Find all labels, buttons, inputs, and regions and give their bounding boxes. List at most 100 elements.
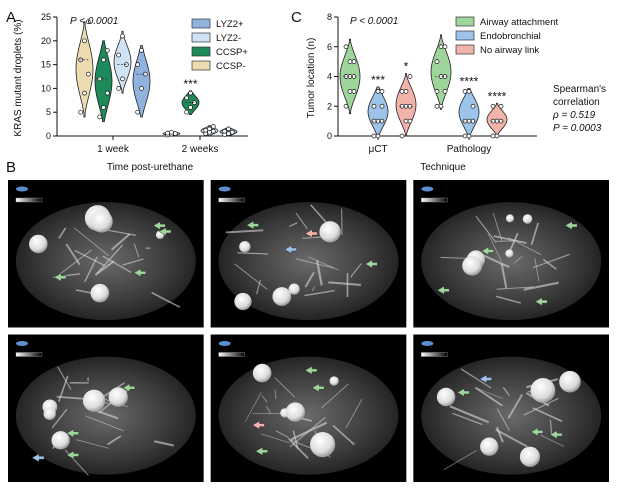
violin-endobronchial bbox=[459, 88, 479, 136]
data-point bbox=[376, 134, 380, 138]
data-point bbox=[166, 131, 170, 135]
legend-label: Airway attachment bbox=[480, 17, 559, 28]
data-point bbox=[439, 104, 443, 108]
data-point bbox=[102, 58, 106, 62]
data-point bbox=[204, 128, 208, 132]
tumor-nodule bbox=[505, 249, 513, 257]
significance-stars: **** bbox=[460, 74, 479, 88]
y-tick-label: 15 bbox=[41, 60, 51, 70]
data-point bbox=[173, 132, 177, 136]
legend-swatch bbox=[192, 47, 210, 56]
tumor-nodule bbox=[319, 221, 340, 242]
data-point bbox=[189, 91, 193, 95]
data-point bbox=[467, 89, 471, 93]
tumor-nodule bbox=[289, 283, 300, 294]
data-point bbox=[380, 104, 384, 108]
micro-ct-image bbox=[413, 335, 609, 483]
data-point bbox=[435, 104, 439, 108]
chart-a-xlabel: Time post-urethane bbox=[107, 162, 194, 173]
data-point bbox=[352, 60, 356, 64]
data-point bbox=[121, 34, 125, 38]
logo-mark bbox=[219, 341, 231, 346]
data-point bbox=[86, 72, 90, 76]
data-point bbox=[408, 119, 412, 123]
data-point bbox=[435, 60, 439, 64]
data-point bbox=[211, 124, 215, 128]
data-point bbox=[463, 89, 467, 93]
data-point bbox=[499, 104, 503, 108]
tumor-nodule bbox=[44, 408, 56, 420]
x-tick-label: 1 week bbox=[97, 144, 130, 155]
tumor-nodule bbox=[437, 388, 455, 406]
intensity-scale-bar bbox=[421, 353, 447, 357]
chart-a-annotation: P < 0.0001 bbox=[70, 16, 118, 27]
data-point bbox=[439, 45, 443, 49]
tumor-nodule bbox=[91, 284, 110, 303]
legend-swatch bbox=[192, 61, 210, 70]
data-point bbox=[211, 129, 215, 133]
chart-c-ylabel: Tumor location (n) bbox=[306, 38, 317, 119]
micro-ct-image bbox=[8, 335, 204, 483]
data-point bbox=[117, 53, 121, 57]
y-tick-label: 2 bbox=[327, 101, 332, 111]
y-tick-label: 0 bbox=[327, 131, 332, 141]
violin-lyz2- bbox=[133, 46, 150, 117]
data-point bbox=[83, 91, 87, 95]
y-tick-label: 8 bbox=[327, 12, 332, 22]
micro-ct-image bbox=[211, 335, 407, 483]
data-point bbox=[189, 105, 193, 109]
data-point bbox=[208, 127, 212, 131]
logo-mark bbox=[421, 341, 433, 346]
data-point bbox=[230, 130, 234, 134]
micro-ct-image-grid bbox=[8, 180, 609, 482]
data-point bbox=[404, 119, 408, 123]
legend-label: CCSP+ bbox=[216, 47, 248, 58]
data-point bbox=[105, 48, 109, 52]
data-point bbox=[121, 77, 125, 81]
y-tick-label: 25 bbox=[41, 12, 51, 22]
data-point bbox=[495, 134, 499, 138]
intensity-scale-bar bbox=[16, 198, 42, 202]
spearman-line-4: P = 0.0003 bbox=[553, 123, 602, 134]
data-point bbox=[344, 104, 348, 108]
intensity-scale-bar bbox=[219, 198, 245, 202]
panel-c-letter: C bbox=[291, 9, 302, 26]
chart-a-violins bbox=[76, 20, 237, 137]
tumor-nodule bbox=[310, 432, 335, 457]
significance-stars: *** bbox=[371, 73, 385, 87]
data-point bbox=[140, 86, 144, 90]
spearman-line-1: Spearman's bbox=[553, 84, 606, 95]
chart-c-annotation: P < 0.0001 bbox=[350, 16, 398, 27]
tumor-nodule bbox=[51, 431, 69, 449]
y-tick-label: 20 bbox=[41, 36, 51, 46]
data-point bbox=[435, 89, 439, 93]
legend-swatch bbox=[456, 31, 474, 40]
data-point bbox=[467, 134, 471, 138]
logo-mark bbox=[16, 187, 28, 192]
violin-lyz2- bbox=[114, 31, 131, 93]
y-tick-label: 0 bbox=[46, 131, 51, 141]
legend-label: LYZ2+ bbox=[216, 19, 244, 30]
data-point bbox=[400, 134, 404, 138]
data-point bbox=[105, 91, 109, 95]
legend-label: Endobronchial bbox=[480, 31, 541, 42]
tumor-nodule bbox=[286, 402, 305, 421]
tumor-nodule bbox=[29, 235, 48, 254]
y-tick-label: 6 bbox=[327, 42, 332, 52]
data-point bbox=[400, 89, 404, 93]
data-point bbox=[380, 89, 384, 93]
panel-b-letter: B bbox=[6, 159, 16, 176]
data-point bbox=[102, 105, 106, 109]
data-point bbox=[408, 75, 412, 79]
spearman-text: Spearman's correlation ρ = 0.519 P = 0.0… bbox=[552, 84, 606, 134]
data-point bbox=[136, 63, 140, 67]
data-point bbox=[170, 130, 174, 134]
tumor-nodule bbox=[506, 214, 514, 222]
significance-stars: * bbox=[404, 60, 409, 74]
legend-label: CCSP- bbox=[216, 61, 246, 72]
intensity-scale-bar bbox=[219, 353, 245, 357]
